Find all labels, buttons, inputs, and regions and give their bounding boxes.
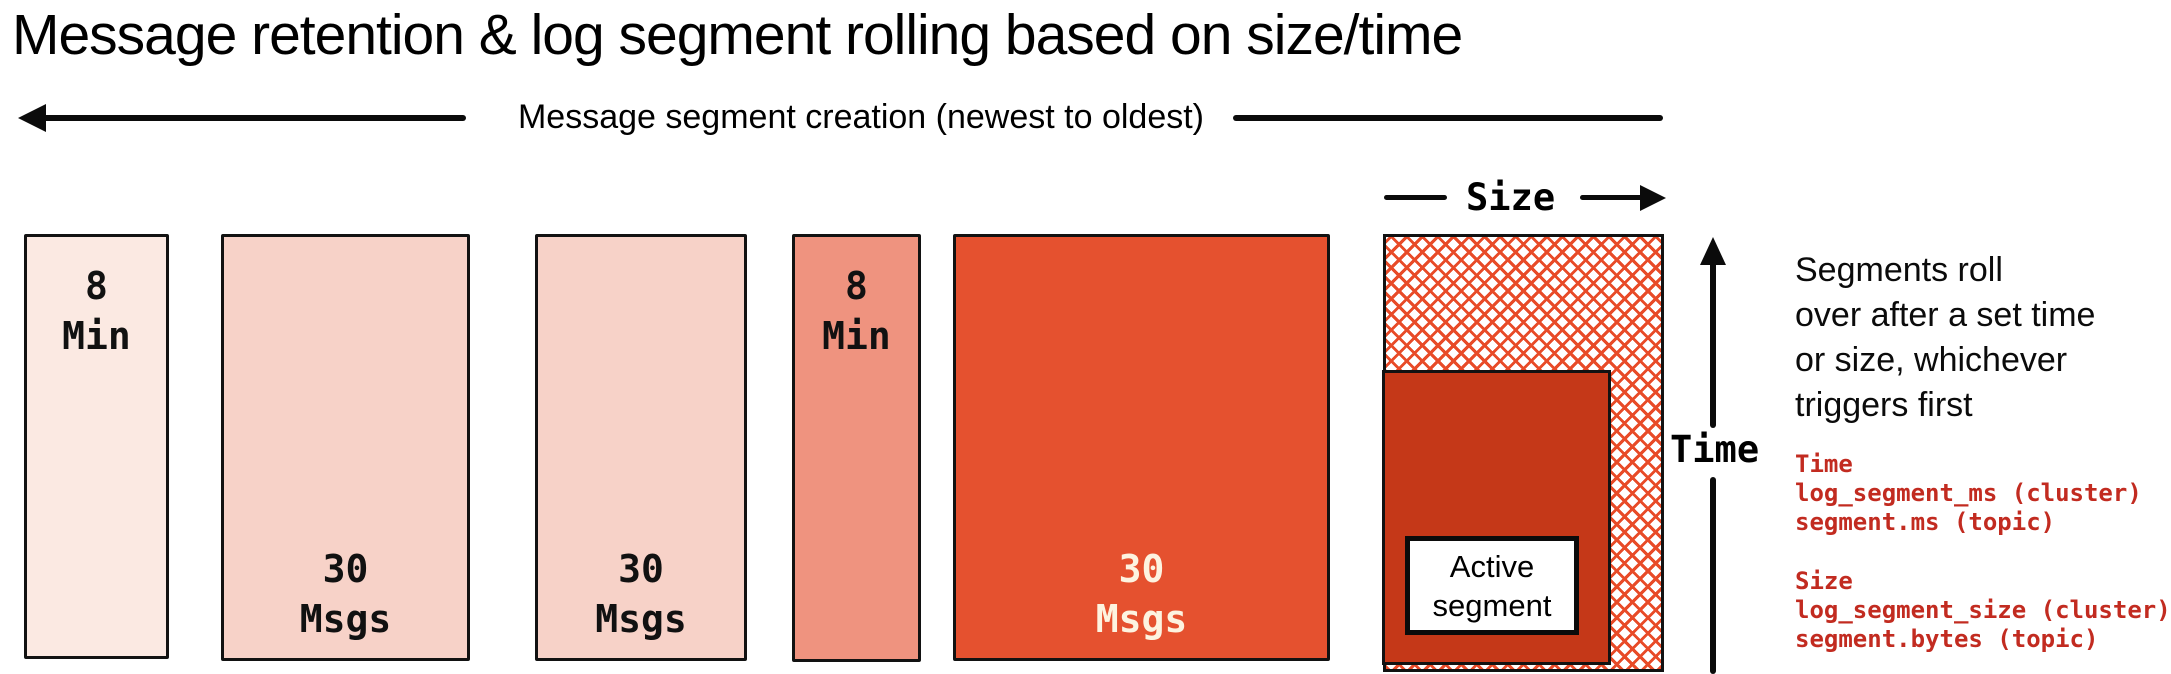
segment-box-5: 30 Msgs — [953, 234, 1330, 661]
creation-axis-line-left — [38, 115, 466, 121]
creation-axis-label: Message segment creation (newest to olde… — [517, 98, 1204, 136]
time-config-line: log_segment_ms (cluster) — [1795, 479, 2142, 507]
segment-box-3: 30 Msgs — [535, 234, 747, 661]
segment-label: 8 Min — [822, 264, 891, 358]
active-segment-label-box: Active segment — [1405, 536, 1579, 635]
time-axis-line-bottom — [1710, 477, 1716, 674]
time-axis-label: Time — [1670, 428, 1760, 471]
segment-box-4: 8 Min — [792, 234, 921, 662]
segment-box-2: 30 Msgs — [221, 234, 470, 661]
creation-axis-line-right — [1233, 115, 1663, 121]
time-axis-line-top — [1710, 262, 1716, 428]
page-title: Message retention & log segment rolling … — [12, 3, 1463, 67]
segment-label: 30 Msgs — [595, 547, 687, 641]
segment-box-1: 8 Min — [24, 234, 169, 659]
size-config-heading: Size — [1795, 567, 1853, 595]
size-axis-line-left — [1384, 195, 1447, 200]
time-config-heading: Time — [1795, 450, 1853, 478]
active-segment-label: Active segment — [1432, 548, 1552, 623]
size-config-line: log_segment_size (cluster) — [1795, 596, 2171, 624]
up-arrowhead-icon — [1700, 237, 1726, 265]
rollover-explanation-note: Segments roll over after a set time or s… — [1795, 251, 2096, 424]
right-arrowhead-icon — [1640, 185, 1666, 211]
size-config-line: segment.bytes (topic) — [1795, 625, 2099, 653]
segment-label: 30 Msgs — [299, 547, 392, 641]
time-config-line: segment.ms (topic) — [1795, 508, 2056, 536]
size-config-block: Size log_segment_size (cluster) segment.… — [1795, 567, 2171, 654]
size-axis-label: Size — [1466, 176, 1556, 219]
size-axis-line-right — [1580, 195, 1644, 200]
segment-label: 30 Msgs — [1095, 547, 1188, 641]
time-config-block: Time log_segment_ms (cluster) segment.ms… — [1795, 450, 2142, 537]
segment-label: 8 Min — [62, 264, 131, 358]
